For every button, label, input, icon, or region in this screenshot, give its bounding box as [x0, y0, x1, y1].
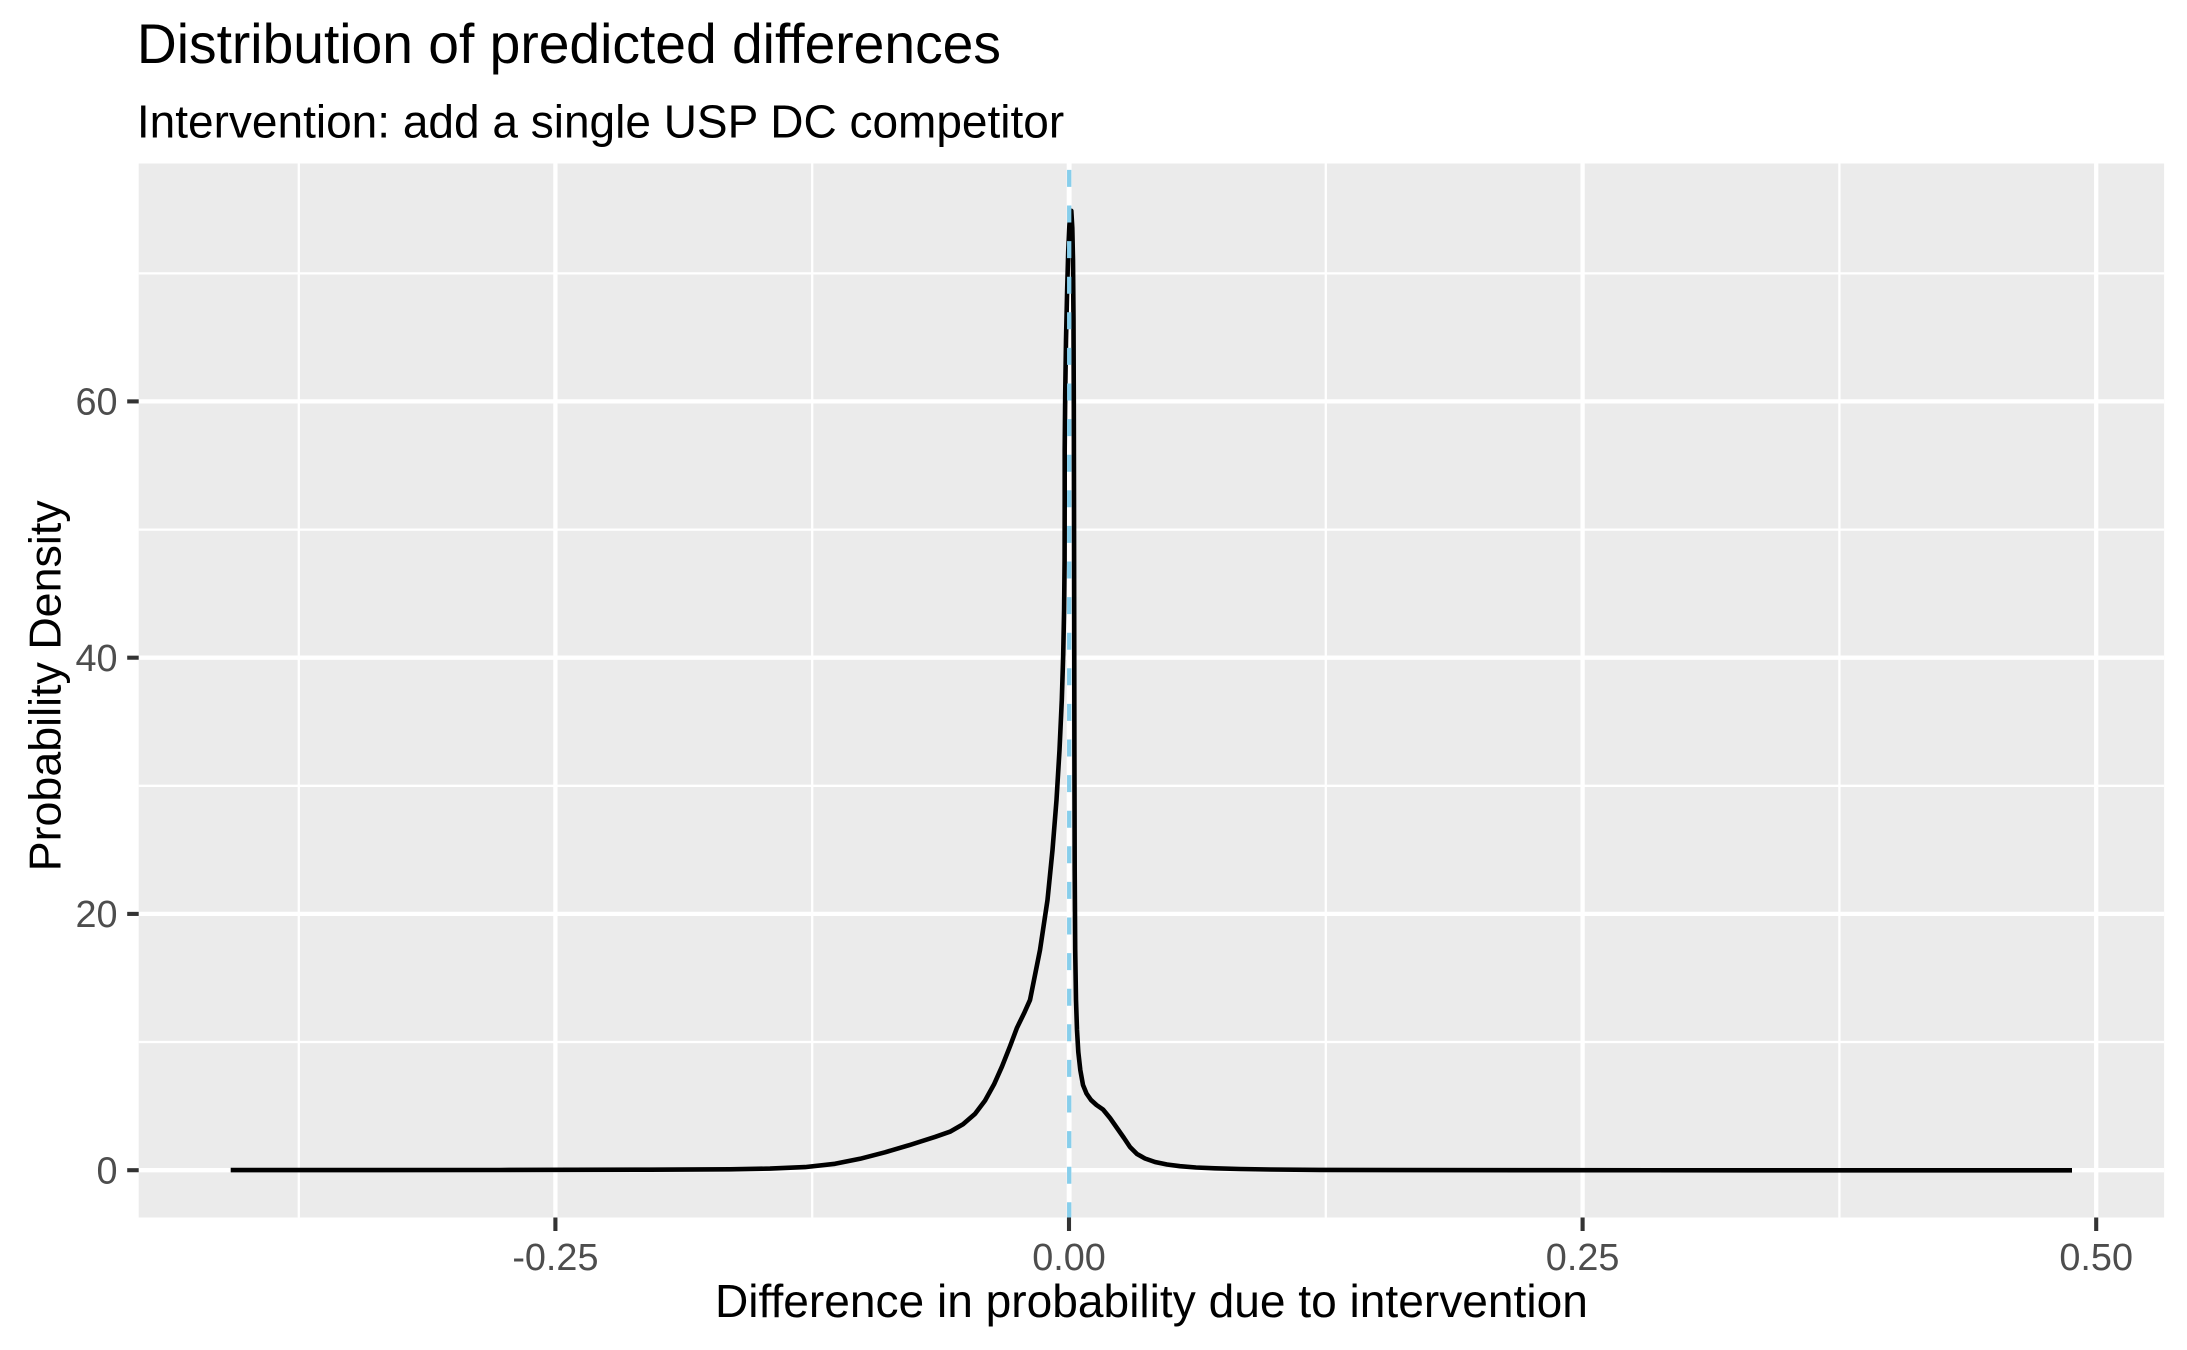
svg-text:-0.25: -0.25 — [512, 1237, 598, 1279]
svg-text:0.00: 0.00 — [1032, 1237, 1106, 1279]
svg-text:Intervention: add a single USP: Intervention: add a single USP DC compet… — [137, 96, 1064, 148]
svg-text:40: 40 — [75, 638, 117, 680]
svg-text:Probability Density: Probability Density — [21, 500, 71, 872]
svg-text:0.25: 0.25 — [1546, 1237, 1620, 1279]
svg-text:0: 0 — [96, 1150, 117, 1192]
svg-text:Distribution of predicted diff: Distribution of predicted differences — [137, 13, 1001, 75]
svg-text:0.50: 0.50 — [2059, 1237, 2133, 1279]
svg-text:60: 60 — [75, 382, 117, 424]
svg-text:20: 20 — [75, 894, 117, 936]
svg-text:Difference in probability due: Difference in probability due to interve… — [715, 1275, 1588, 1327]
